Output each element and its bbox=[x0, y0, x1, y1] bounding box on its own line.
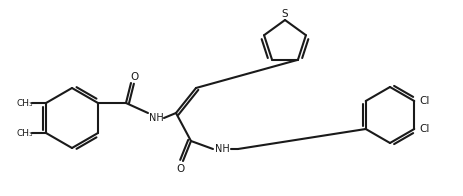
Text: NH: NH bbox=[214, 144, 229, 154]
Text: CH₃: CH₃ bbox=[17, 129, 33, 138]
Text: Cl: Cl bbox=[418, 96, 429, 106]
Text: O: O bbox=[131, 72, 139, 82]
Text: Cl: Cl bbox=[418, 124, 429, 134]
Text: O: O bbox=[176, 164, 185, 174]
Text: NH: NH bbox=[148, 113, 163, 123]
Text: CH₃: CH₃ bbox=[17, 99, 33, 107]
Text: S: S bbox=[281, 9, 288, 19]
